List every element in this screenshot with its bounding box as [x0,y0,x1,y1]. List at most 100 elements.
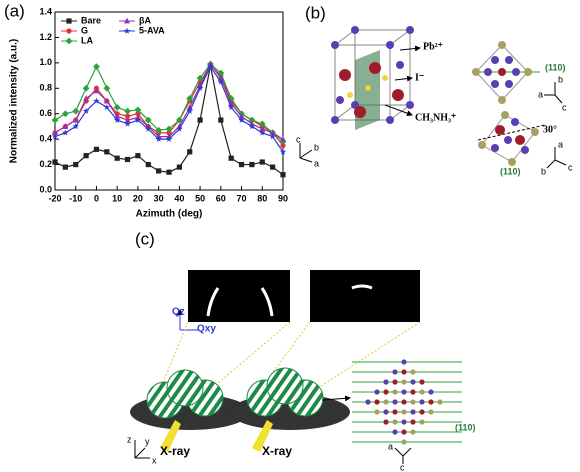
marker [66,28,72,34]
marker [228,155,234,161]
lattice-atom [410,429,416,435]
x-tick-label: 30 [154,193,164,203]
marker [196,74,204,82]
legend-label: Bare [81,15,101,25]
axes-icon [299,143,313,163]
marker [114,155,120,161]
marker [93,87,100,94]
marker [66,18,72,24]
marker [103,84,111,92]
marker [73,161,79,168]
lattice-atom [401,419,407,425]
lattice-atom [428,409,434,415]
lattice-atom [410,379,416,385]
lattice-atom [365,399,371,405]
marker [104,149,110,155]
marker [103,103,111,111]
x-tick-label: 90 [278,193,288,203]
marker [218,117,224,123]
marker [259,129,266,136]
marker [93,97,100,104]
giwaxs-image [188,270,290,322]
panel-label: (b) [305,3,326,22]
marker [52,159,58,165]
lattice-atom [428,399,434,405]
lattice-atom [401,389,407,395]
marker [61,110,69,118]
q-axes [177,309,198,331]
lattice-atom [383,419,389,425]
marker [72,107,80,115]
xray-label: X-ray [262,444,292,458]
marker [270,164,276,170]
xray-arrow [160,420,181,452]
marker [124,17,130,24]
marker [207,63,214,70]
panel-label: (a) [4,1,25,20]
marker [196,84,204,92]
lattice-atom [392,399,398,405]
x-tick-label: 20 [133,193,143,203]
marker [83,153,89,159]
ion-label: I⁻ [415,72,424,83]
panel-label: (c) [135,229,155,248]
lattice-atom [401,359,407,365]
ion-label: Pb²⁺ [423,41,443,52]
marker [238,116,245,123]
marker [176,125,183,132]
marker [217,78,225,85]
lattice-atom [410,399,416,405]
marker [82,107,90,114]
legend-label: LA [81,35,93,45]
projection-top [472,41,540,104]
marker [155,126,163,134]
marker [51,133,59,140]
lattice-atom [401,399,407,405]
angle-label: 30° [543,124,557,135]
marker [134,116,142,123]
xray-arrow [252,420,273,452]
marker [72,116,79,123]
lattice-atom [410,369,416,375]
lattice-atom [401,429,407,435]
legend-label: 5-AVA [139,25,165,35]
lattice-atom [383,409,389,415]
marker [65,37,73,45]
axis-letter: c [562,102,567,112]
lattice-atom [392,379,398,385]
marker [238,161,245,168]
x-tick-label: -20 [48,193,61,203]
axes-icon [546,147,567,169]
marker [113,103,121,111]
lattice-atom [410,419,416,425]
axis-letter: y [145,436,150,446]
x-axis-label: Azimuth (deg) [136,209,203,220]
marker [259,159,265,165]
xray-label: X-ray [160,444,190,458]
lattice-atom [383,399,389,405]
y-axis-label: Normalized intensity (a.u.) [9,39,20,163]
x-tick-label: 50 [195,193,205,203]
lattice-atom [392,369,398,375]
marker [124,116,131,123]
lattice-atom [401,439,407,445]
plot: 0.0 0.2 0.4 0.6 0.8 1.0 1.2 1.4 -20 -10 0 10 20 30 40 5… [39,6,288,203]
y-tick-label: 0.0 [39,184,52,194]
axis-letter: a [388,441,393,451]
atoms [331,26,414,124]
marker [62,164,68,170]
marker [217,69,225,77]
marker [83,95,90,101]
axes-icon [394,447,412,464]
marker [51,116,59,124]
marker [124,113,131,119]
marker [52,129,58,136]
giwaxs-image [310,270,420,322]
axis-letter: a [314,158,319,168]
y-tick-label: 1.0 [39,57,52,67]
axis-letter: b [558,74,563,84]
lattice-atom [374,389,380,395]
axis-letter: b [314,142,319,152]
marker [82,84,90,92]
